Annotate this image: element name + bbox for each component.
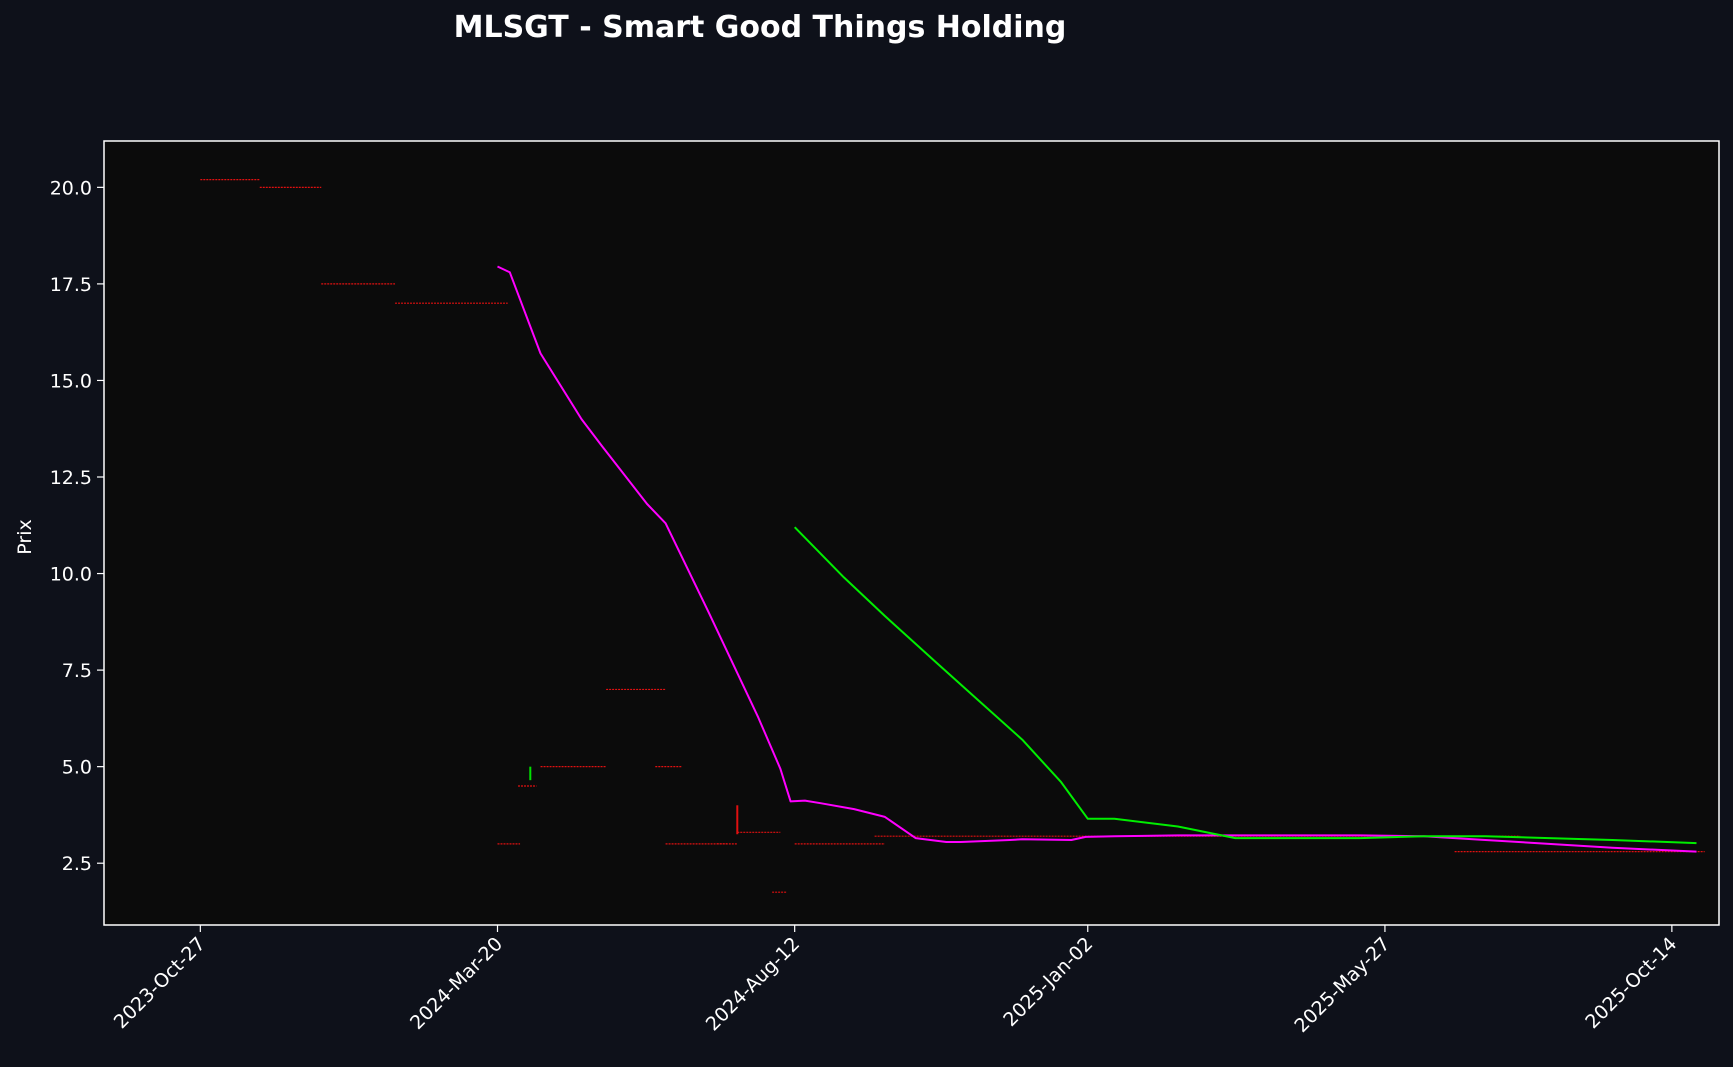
y-tick-label: 10.0: [50, 564, 92, 586]
chart-title: MLSGT - Smart Good Things Holding: [454, 10, 1067, 45]
y-tick-label: 5.0: [62, 757, 92, 779]
y-tick-label: 20.0: [50, 177, 92, 199]
y-axis: 2.5 5.0 7.5 10.0 12.5 15.0 17.5 20.0: [50, 177, 104, 875]
plot-area: [103, 140, 1720, 926]
y-tick-label: 2.5: [62, 853, 92, 875]
y-axis-label: Prix: [14, 519, 36, 554]
y-tick-label: 7.5: [62, 660, 92, 682]
price-lines: [497, 265, 1697, 853]
series-line: [793, 526, 1697, 845]
y-tick-label: 17.5: [50, 274, 92, 296]
series-line: [497, 265, 1697, 853]
y-tick-label: 12.5: [50, 467, 92, 489]
y-tick-label: 15.0: [50, 370, 92, 392]
candles: [529, 766, 739, 835]
